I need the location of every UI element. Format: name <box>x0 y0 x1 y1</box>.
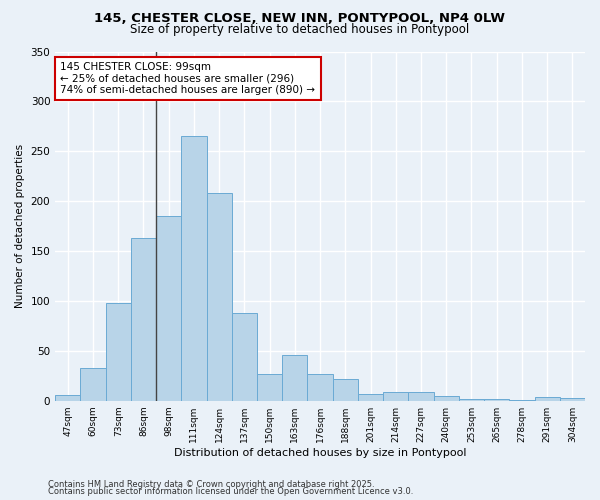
Y-axis label: Number of detached properties: Number of detached properties <box>15 144 25 308</box>
Bar <box>206 193 232 400</box>
Bar <box>358 394 383 400</box>
Bar <box>131 238 156 400</box>
Bar <box>232 313 257 400</box>
Bar <box>156 216 181 400</box>
Bar <box>434 396 459 400</box>
Bar <box>307 374 332 400</box>
Text: 145 CHESTER CLOSE: 99sqm
← 25% of detached houses are smaller (296)
74% of semi-: 145 CHESTER CLOSE: 99sqm ← 25% of detach… <box>61 62 316 95</box>
X-axis label: Distribution of detached houses by size in Pontypool: Distribution of detached houses by size … <box>174 448 466 458</box>
Bar <box>257 374 282 400</box>
Text: Size of property relative to detached houses in Pontypool: Size of property relative to detached ho… <box>130 24 470 36</box>
Bar <box>55 394 80 400</box>
Bar <box>282 355 307 401</box>
Bar <box>383 392 409 400</box>
Bar <box>80 368 106 400</box>
Bar <box>106 303 131 400</box>
Bar <box>459 398 484 400</box>
Bar <box>535 396 560 400</box>
Bar <box>560 398 585 400</box>
Text: Contains HM Land Registry data © Crown copyright and database right 2025.: Contains HM Land Registry data © Crown c… <box>48 480 374 489</box>
Text: 145, CHESTER CLOSE, NEW INN, PONTYPOOL, NP4 0LW: 145, CHESTER CLOSE, NEW INN, PONTYPOOL, … <box>95 12 505 26</box>
Text: Contains public sector information licensed under the Open Government Licence v3: Contains public sector information licen… <box>48 487 413 496</box>
Bar <box>332 379 358 400</box>
Bar <box>484 398 509 400</box>
Bar <box>181 136 206 400</box>
Bar <box>409 392 434 400</box>
